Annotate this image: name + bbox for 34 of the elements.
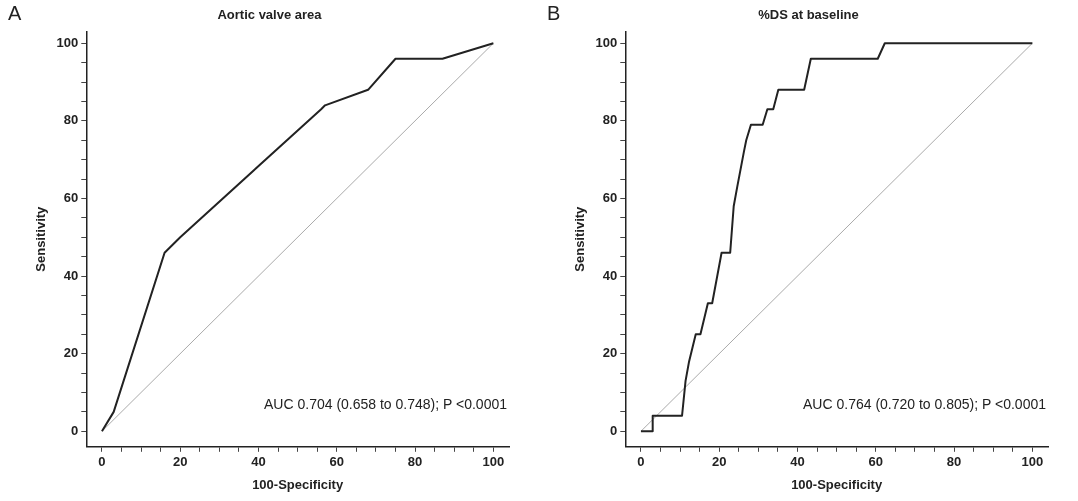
x-tick-label: 40	[251, 454, 266, 470]
y-tick-label: 100	[595, 34, 618, 50]
x-tick-label: 60	[329, 454, 345, 470]
chart-title: Aortic valve area	[217, 7, 323, 23]
text: B	[547, 1, 561, 24]
y-tick-label: 80	[602, 112, 618, 128]
annotation: AUC 0.704 (0.658 to 0.748); P <0.0001	[264, 395, 508, 412]
x-tick-label: 80	[407, 454, 423, 470]
y-axis-title: Sensitivity	[33, 205, 49, 272]
y-tick-label: 80	[63, 112, 79, 128]
x-tick-label: 0	[98, 454, 106, 470]
y-tick-label: 40	[602, 267, 618, 283]
y-axis-title: Sensitivity	[572, 205, 588, 272]
x-tick-label: 20	[711, 454, 727, 470]
y-tick-label: 60	[63, 190, 79, 206]
y-tick-label: 0	[71, 422, 79, 438]
x-tick-label: 100	[482, 454, 505, 470]
y-tick-label: 60	[602, 190, 618, 206]
y-tick-label: 0	[610, 422, 618, 438]
x-tick-label: 0	[637, 454, 645, 470]
x-tick-label: 80	[946, 454, 962, 470]
y-tick-label: 100	[56, 34, 79, 50]
x-tick-label: 40	[790, 454, 805, 470]
x-axis-title: 100-Specificity	[252, 476, 344, 492]
x-tick-label: 100	[1021, 454, 1044, 470]
x-axis-title: 100-Specificity	[791, 476, 883, 492]
y-tick-label: 40	[63, 267, 79, 283]
annotation: AUC 0.764 (0.720 to 0.805); P <0.0001	[803, 395, 1047, 412]
chart-title: %DS at baseline	[758, 7, 859, 23]
text: A	[8, 1, 22, 24]
y-tick-label: 20	[63, 345, 79, 361]
y-tick-label: 20	[602, 345, 618, 361]
x-tick-label: 60	[868, 454, 884, 470]
x-tick-label: 20	[172, 454, 188, 470]
